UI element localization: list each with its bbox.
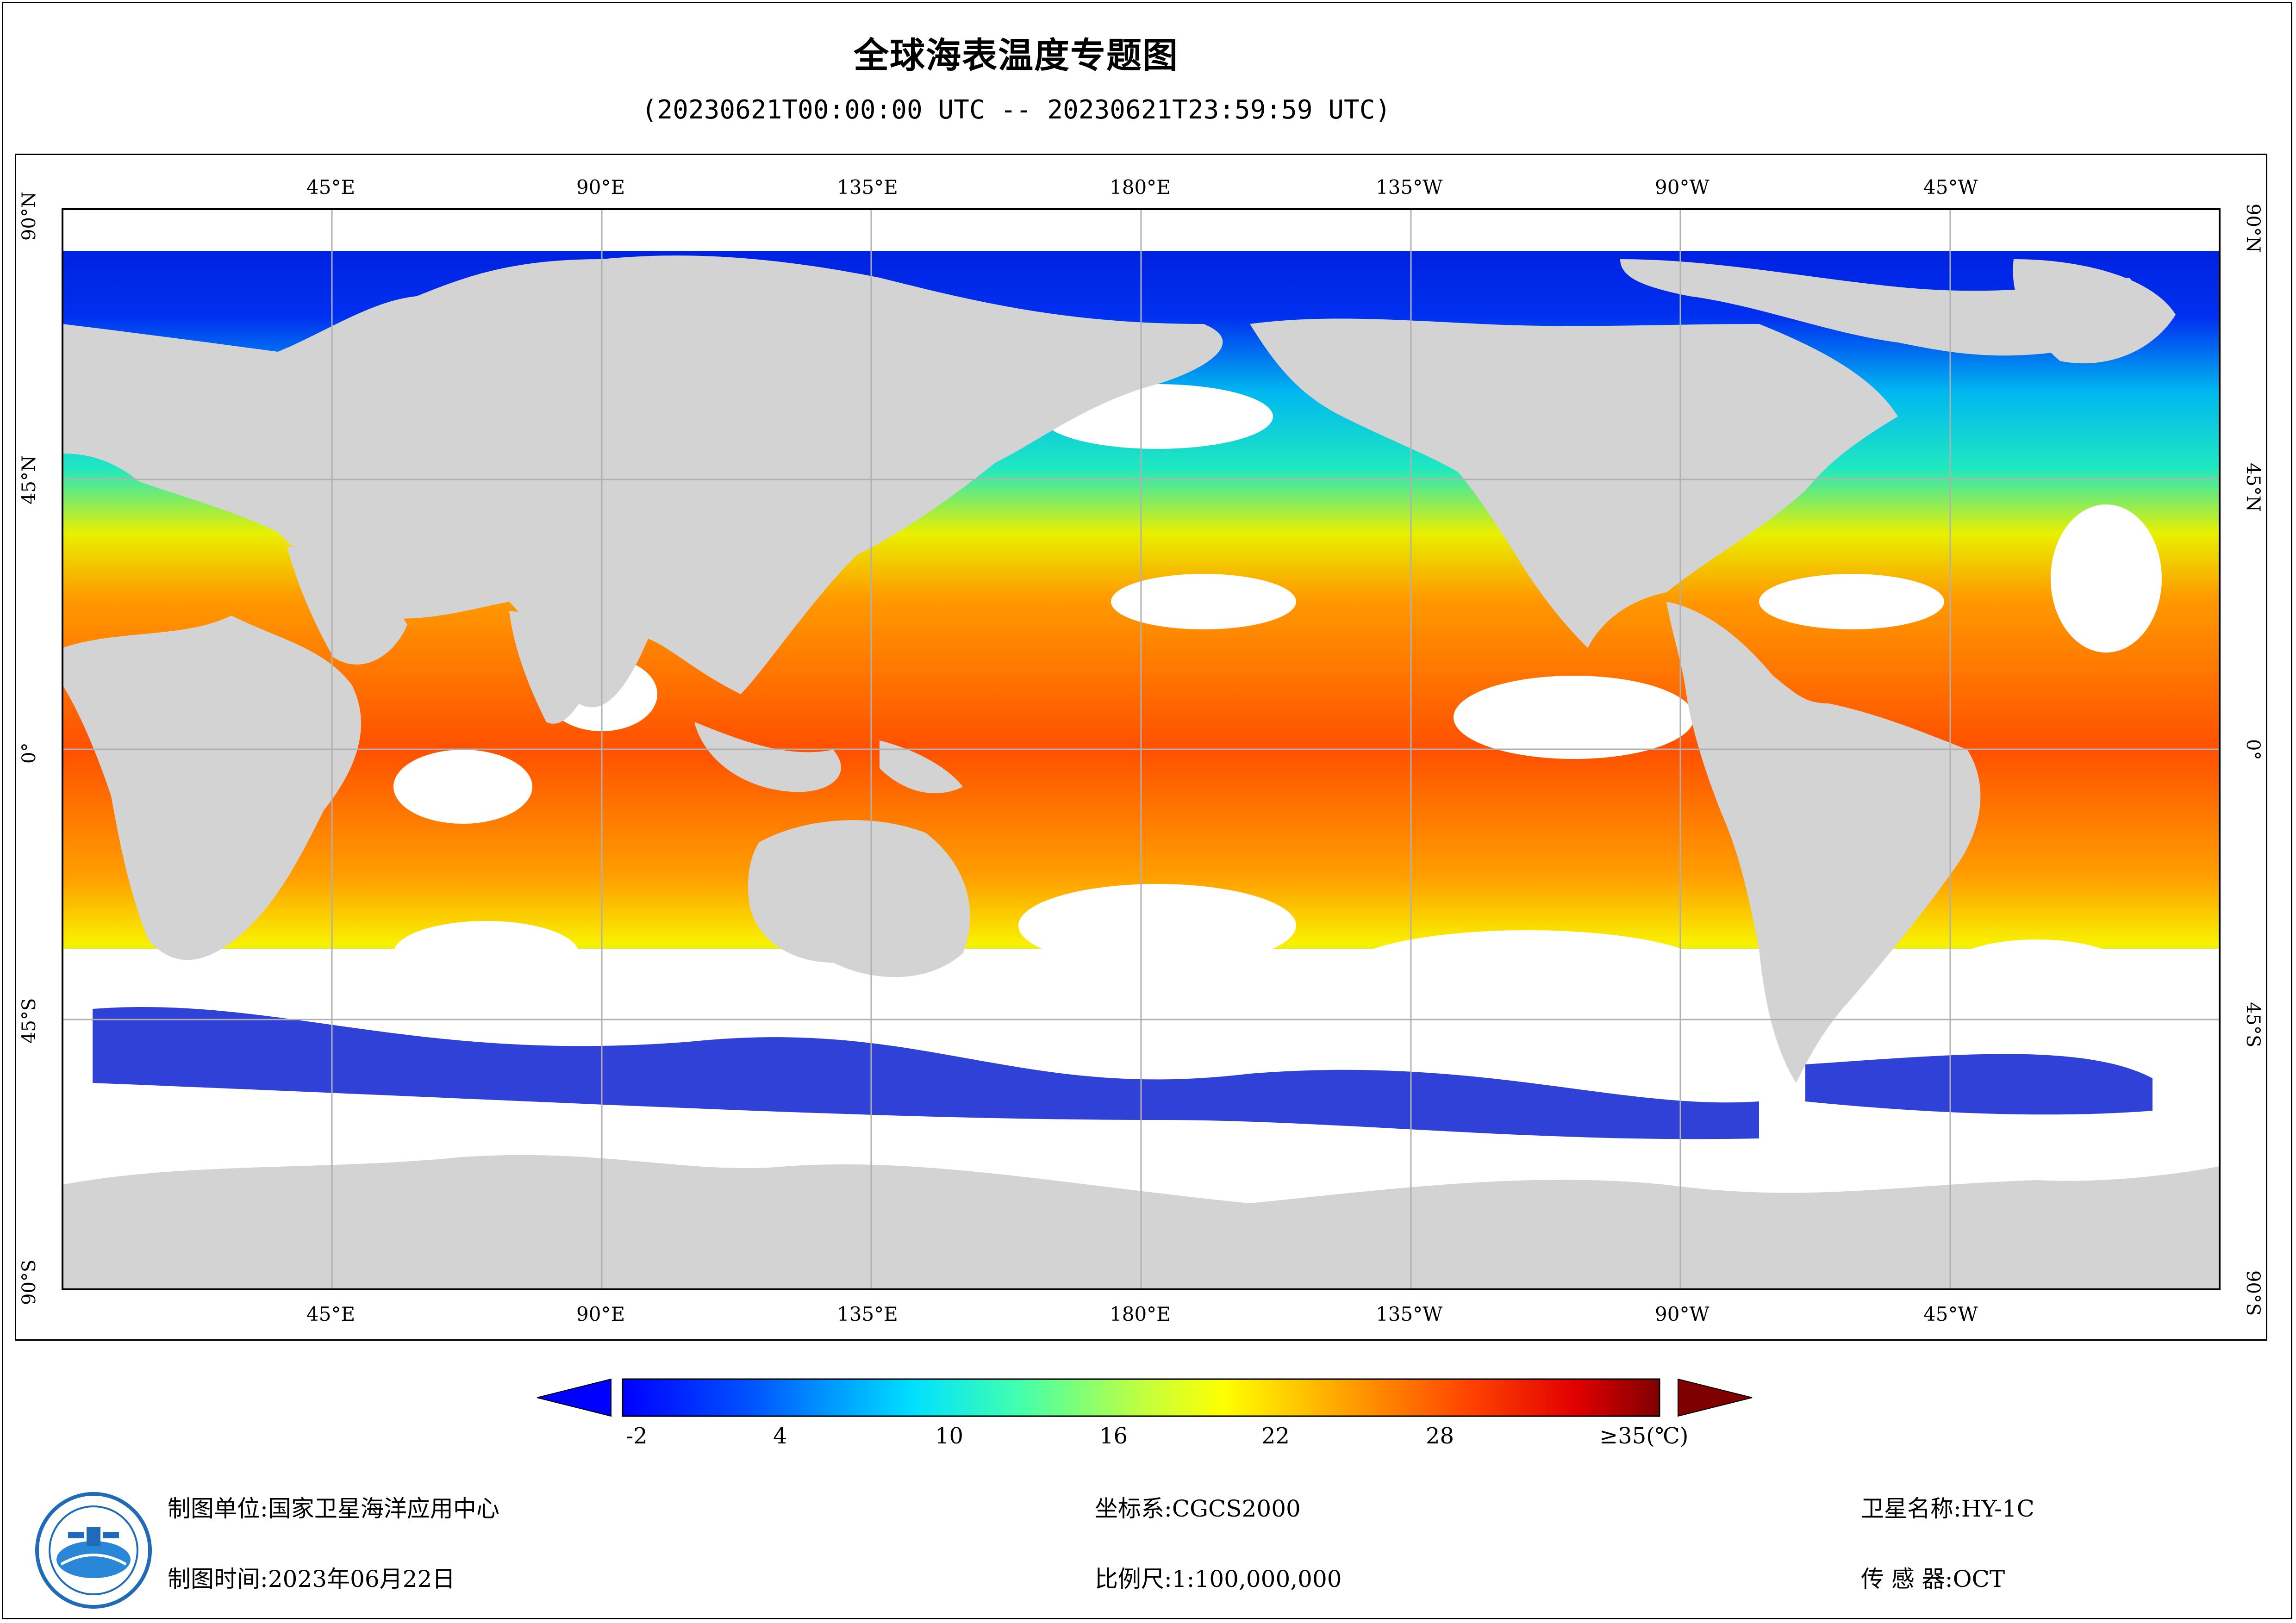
lon-label-top: 45°E: [306, 176, 356, 199]
lat-label-right: 0°: [2242, 739, 2264, 760]
sensor-value: OCT: [1953, 1566, 2005, 1592]
lat-label-right: 90°S: [2242, 1270, 2264, 1316]
colorbar-tick: 4: [773, 1423, 787, 1449]
time-range-subtitle: (20230621T00:00:00 UTC -- 20230621T23:59…: [641, 95, 1391, 125]
sat-value: HY-1C: [1961, 1495, 2034, 1522]
lon-label-bottom: 135°W: [1376, 1303, 1443, 1325]
lon-label-top: 135°W: [1376, 176, 1443, 199]
lon-label-top: 90°W: [1655, 176, 1710, 199]
lat-label-left: 90°N: [19, 192, 40, 241]
colorbar-max-arrow: [1678, 1378, 1753, 1417]
sst-map: [62, 208, 2221, 1290]
date-label: 制图时间:2023年06月22日: [168, 1566, 455, 1592]
lon-label-bottom: 90°E: [576, 1303, 625, 1325]
org-value: 国家卫星海洋应用中心: [268, 1495, 499, 1522]
lon-label-top: 45°W: [1923, 176, 1978, 199]
scale-label: 比例尺:1:100,000,000: [1095, 1566, 1342, 1592]
crs-value: CGCS2000: [1172, 1495, 1301, 1522]
colorbar-min-arrow: [537, 1378, 611, 1417]
page-title: 全球海表温度专题图: [854, 35, 1179, 76]
graticule: [62, 209, 2220, 1289]
colorbar-tick: 16: [1099, 1423, 1128, 1449]
lon-label-bottom: 45°E: [306, 1303, 356, 1325]
lon-label-bottom: 90°W: [1655, 1303, 1710, 1325]
lat-label-right: 45°S: [2242, 1002, 2264, 1048]
sst-colorbar: [537, 1378, 1753, 1417]
colorbar-tick: ≥35(℃): [1599, 1423, 1689, 1449]
lon-label-top: 90°E: [576, 176, 625, 199]
lat-label-left: 45°S: [19, 998, 40, 1044]
colorbar-tick: 28: [1426, 1423, 1454, 1449]
lat-label-right: 90°N: [2242, 204, 2264, 253]
lon-label-top: 180°E: [1110, 176, 1171, 199]
sensor-label: 传 感 器:OCT: [1861, 1566, 2005, 1592]
colorbar-tick: -2: [626, 1423, 648, 1449]
scale-value: 1:100,000,000: [1172, 1566, 1342, 1592]
lat-label-left: 45°N: [19, 455, 40, 504]
lon-label-bottom: 135°E: [837, 1303, 898, 1325]
colorbar-gradient: [622, 1378, 1660, 1417]
date-value: 2023年06月22日: [268, 1566, 455, 1592]
colorbar-tick: 10: [935, 1423, 964, 1449]
lon-label-bottom: 180°E: [1110, 1303, 1171, 1325]
nsoas-logo-icon: [35, 1492, 152, 1609]
southern-ocean-band: [93, 1007, 2152, 1139]
crs-label: 坐标系:CGCS2000: [1095, 1495, 1301, 1522]
lat-label-right: 45°N: [2242, 463, 2264, 512]
map-content: [62, 209, 2220, 1289]
map-inner-frame: [62, 208, 2221, 1290]
sat-label: 卫星名称:HY-1C: [1861, 1495, 2034, 1522]
lon-label-top: 135°E: [837, 176, 898, 199]
lon-label-bottom: 45°W: [1923, 1303, 1978, 1325]
colorbar-tick: 22: [1261, 1423, 1290, 1449]
lat-label-left: 90°S: [19, 1259, 40, 1305]
map-frame: [15, 154, 2267, 1341]
org-label: 制图单位:国家卫星海洋应用中心: [168, 1495, 499, 1522]
lat-label-left: 0°: [19, 742, 40, 764]
